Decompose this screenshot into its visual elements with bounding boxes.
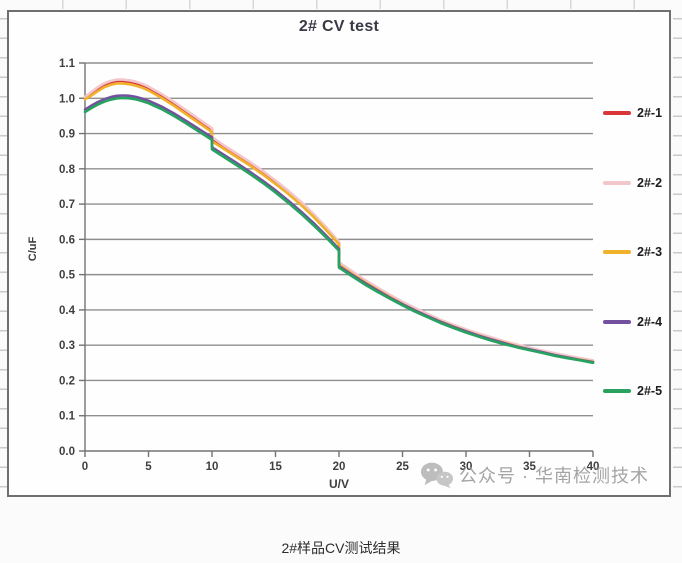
y-tick-label: 1.0 [59, 93, 75, 105]
legend-item-2-3: 2#-3 [603, 244, 662, 260]
x-tick-label: 20 [333, 461, 346, 473]
x-tick-label: 40 [587, 461, 600, 473]
y-tick-label: 0.2 [59, 375, 75, 387]
x-tick-label: 30 [460, 461, 473, 473]
y-tick-label: 0.7 [59, 199, 75, 211]
chart-title: 2# CV test [298, 18, 380, 35]
y-tick-label: 0.6 [59, 234, 75, 246]
x-tick-label: 5 [145, 461, 152, 473]
y-tick-label: 0.4 [59, 305, 76, 317]
legend-label: 2#-5 [637, 384, 663, 398]
series-line-2-2 [83, 78, 595, 362]
legend-item-2-2: 2#-2 [603, 175, 662, 191]
y-tick-label: 0.9 [59, 129, 75, 141]
legend-label: 2#-2 [637, 175, 663, 190]
legend-swatch [603, 250, 631, 254]
series-line-2-1 [83, 79, 595, 363]
image-caption: 2#样品CV测试结果 [281, 540, 401, 556]
y-tick-label: 0.1 [59, 411, 76, 423]
series-line-2-5 [83, 96, 595, 365]
legend-item-2-5: 2#-5 [603, 383, 662, 399]
spreadsheet-gridlines-right [673, 0, 682, 500]
legend-item-2-4: 2#-4 [603, 314, 662, 330]
x-tick-label: 25 [396, 461, 409, 473]
plot-area: 0.0 0.1 0.2 0.3 0.4 0.5 0.6 0.7 0.8 0.9 1.0 1.1 0 5 10… [59, 58, 600, 473]
y-tick-label: 0.3 [59, 340, 75, 352]
spreadsheet-gridlines-top [0, 0, 682, 9]
series-line-2-3 [83, 82, 595, 364]
y-tick-label: 0.5 [59, 270, 76, 282]
x-axis-title: U/V [328, 477, 349, 491]
x-tick-label: 10 [206, 461, 219, 473]
y-tick-label: 1.1 [59, 58, 76, 70]
y-tick-label: 0.0 [59, 446, 75, 458]
x-tick-label: 15 [269, 461, 282, 473]
series-line-2-4 [83, 94, 595, 364]
legend-swatch [603, 111, 631, 115]
legend-item-2-1: 2#-1 [603, 105, 662, 121]
legend-swatch [603, 389, 631, 393]
x-tick-label: 35 [523, 461, 536, 473]
legend-swatch [603, 319, 631, 324]
legend-label: 2#-3 [637, 245, 663, 259]
legend-label: 2#-1 [637, 106, 663, 120]
x-tick-label: 0 [82, 461, 88, 473]
y-tick-label: 0.8 [59, 164, 76, 176]
legend-swatch [603, 180, 631, 185]
legend-label: 2#-4 [637, 314, 663, 329]
spreadsheet-gridlines-left [0, 0, 7, 500]
